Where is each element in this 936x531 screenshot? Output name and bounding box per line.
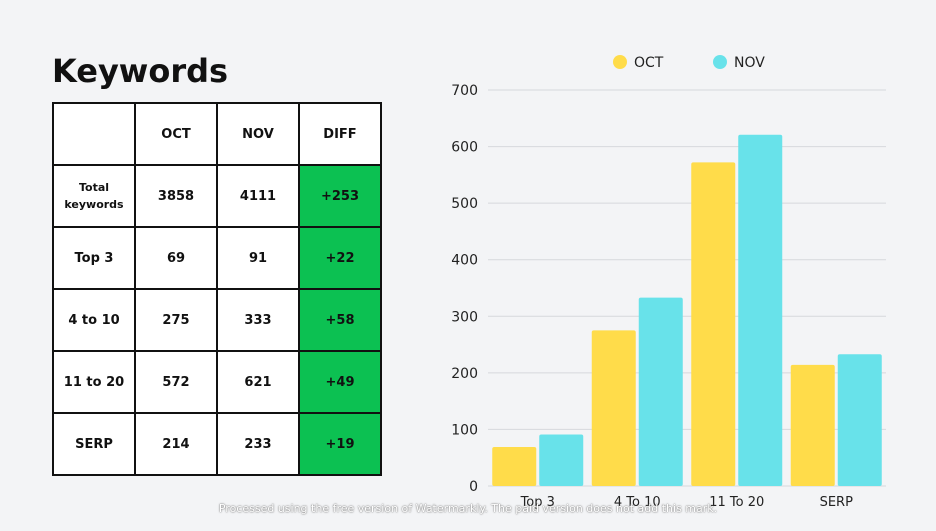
table-row: SERP 214 233 +19 <box>52 412 382 476</box>
table-row: 11 to 20 572 621 +49 <box>52 350 382 414</box>
bar-nov <box>638 297 683 486</box>
bar-oct <box>691 162 736 486</box>
y-tick-label: 300 <box>451 309 478 325</box>
y-tick-label: 500 <box>451 196 478 212</box>
table-header-diff: DIFF <box>298 102 382 166</box>
keywords-table: OCT NOV DIFF Total keywords 3858 4111 +2… <box>52 102 382 476</box>
cell-oct: 69 <box>134 226 218 290</box>
legend-swatch <box>713 55 727 69</box>
x-tick-label: Top 3 <box>520 495 555 510</box>
bar-nov <box>837 354 882 486</box>
cell-diff: +58 <box>298 288 382 352</box>
cell-diff: +22 <box>298 226 382 290</box>
cell-diff: +19 <box>298 412 382 476</box>
y-tick-label: 400 <box>451 253 478 269</box>
bar-oct <box>790 364 835 486</box>
row-label: Top 3 <box>52 226 136 290</box>
x-tick-label: SERP <box>820 495 853 510</box>
cell-nov: 4111 <box>216 164 300 228</box>
bar-nov <box>738 134 783 486</box>
table-row: 4 to 10 275 333 +58 <box>52 288 382 352</box>
cell-oct: 3858 <box>134 164 218 228</box>
watermark-notice: Processed using the free version of Wate… <box>218 502 718 515</box>
table-header-nov: NOV <box>216 102 300 166</box>
cell-diff: +49 <box>298 350 382 414</box>
bar-nov <box>539 434 584 486</box>
cell-nov: 621 <box>216 350 300 414</box>
table-header-oct: OCT <box>134 102 218 166</box>
row-label: Total keywords <box>52 164 136 228</box>
legend-swatch <box>613 55 627 69</box>
y-tick-label: 700 <box>451 83 478 99</box>
cell-nov: 91 <box>216 226 300 290</box>
cell-diff: +253 <box>298 164 382 228</box>
x-tick-label: 4 To 10 <box>614 495 661 510</box>
row-label: 11 to 20 <box>52 350 136 414</box>
bar-oct <box>492 446 537 486</box>
cell-nov: 233 <box>216 412 300 476</box>
table-header-row: OCT NOV DIFF <box>52 102 382 166</box>
cell-oct: 572 <box>134 350 218 414</box>
cell-oct: 275 <box>134 288 218 352</box>
table-row: Top 3 69 91 +22 <box>52 226 382 290</box>
legend-label: NOV <box>734 55 765 71</box>
table-header-corner <box>52 102 136 166</box>
table-row: Total keywords 3858 4111 +253 <box>52 164 382 228</box>
keywords-bar-chart: 0 100 200 300 400 500 600 700 Top 3 4 To 10 11 To … <box>451 55 886 510</box>
row-label: SERP <box>52 412 136 476</box>
cell-nov: 333 <box>216 288 300 352</box>
y-tick-label: 0 <box>469 479 478 495</box>
row-label: 4 to 10 <box>52 288 136 352</box>
y-tick-label: 200 <box>451 366 478 382</box>
legend-label: OCT <box>634 55 664 71</box>
cell-oct: 214 <box>134 412 218 476</box>
page-title: Keywords <box>52 52 229 90</box>
x-tick-label: 11 To 20 <box>709 495 764 510</box>
bar-oct <box>591 330 636 486</box>
y-tick-label: 600 <box>451 140 478 156</box>
y-tick-label: 100 <box>451 422 478 438</box>
